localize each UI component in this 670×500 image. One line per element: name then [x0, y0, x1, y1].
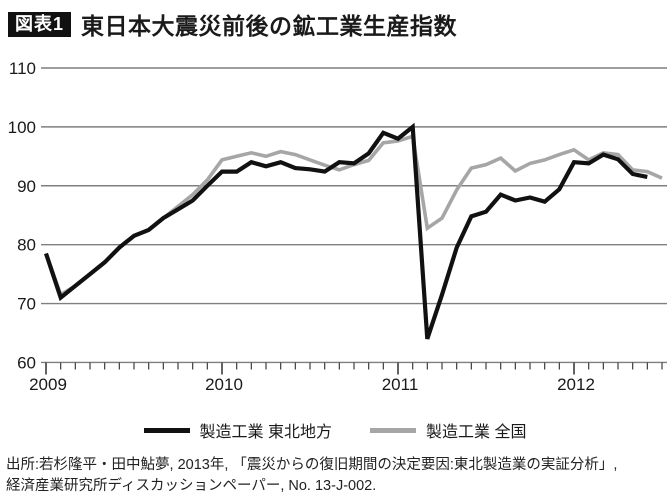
legend-swatch-tohoku	[143, 427, 190, 433]
legend-label-zenkoku: 製造工業 全国	[426, 424, 527, 441]
y-axis-label: 80	[17, 236, 36, 255]
legend-item-tohoku: 製造工業 東北地方	[143, 418, 332, 442]
source-note: 出所:若杉隆平・田中鮎夢, 2013年, 「震災からの復旧期間の決定要因:東北製…	[6, 455, 666, 497]
x-axis-label: 2009	[29, 375, 67, 394]
y-axis-label: 60	[17, 353, 36, 372]
figure-header: 図表1 東日本大震災前後の鉱工業生産指数	[8, 7, 457, 41]
y-axis-label: 70	[17, 295, 36, 314]
y-axis-label: 100	[8, 118, 36, 137]
x-axis-label: 2011	[382, 375, 419, 394]
legend-label-tohoku: 製造工業 東北地方	[199, 424, 332, 441]
source-line-2: 経済産業研究所ディスカッションペーパー, No. 13-J-002.	[6, 478, 377, 495]
legend-swatch-zenkoku	[370, 427, 416, 433]
page-title: 東日本大震災前後の鉱工業生産指数	[81, 13, 458, 39]
legend-item-zenkoku: 製造工業 全国	[370, 418, 526, 442]
x-axis-label: 2010	[205, 375, 243, 394]
x-axis-label: 2012	[557, 375, 595, 394]
y-axis-label: 110	[9, 59, 36, 78]
chart-legend: 製造工業 東北地方 製造工業 全国	[0, 418, 670, 442]
series-line-zenkoku	[44, 133, 663, 298]
source-line-1: 出所:若杉隆平・田中鮎夢, 2013年, 「震災からの復旧期間の決定要因:東北製…	[6, 457, 618, 473]
y-axis-label: 90	[17, 177, 36, 196]
series-line-tohoku	[44, 122, 648, 340]
figure-badge: 図表1	[8, 11, 72, 37]
